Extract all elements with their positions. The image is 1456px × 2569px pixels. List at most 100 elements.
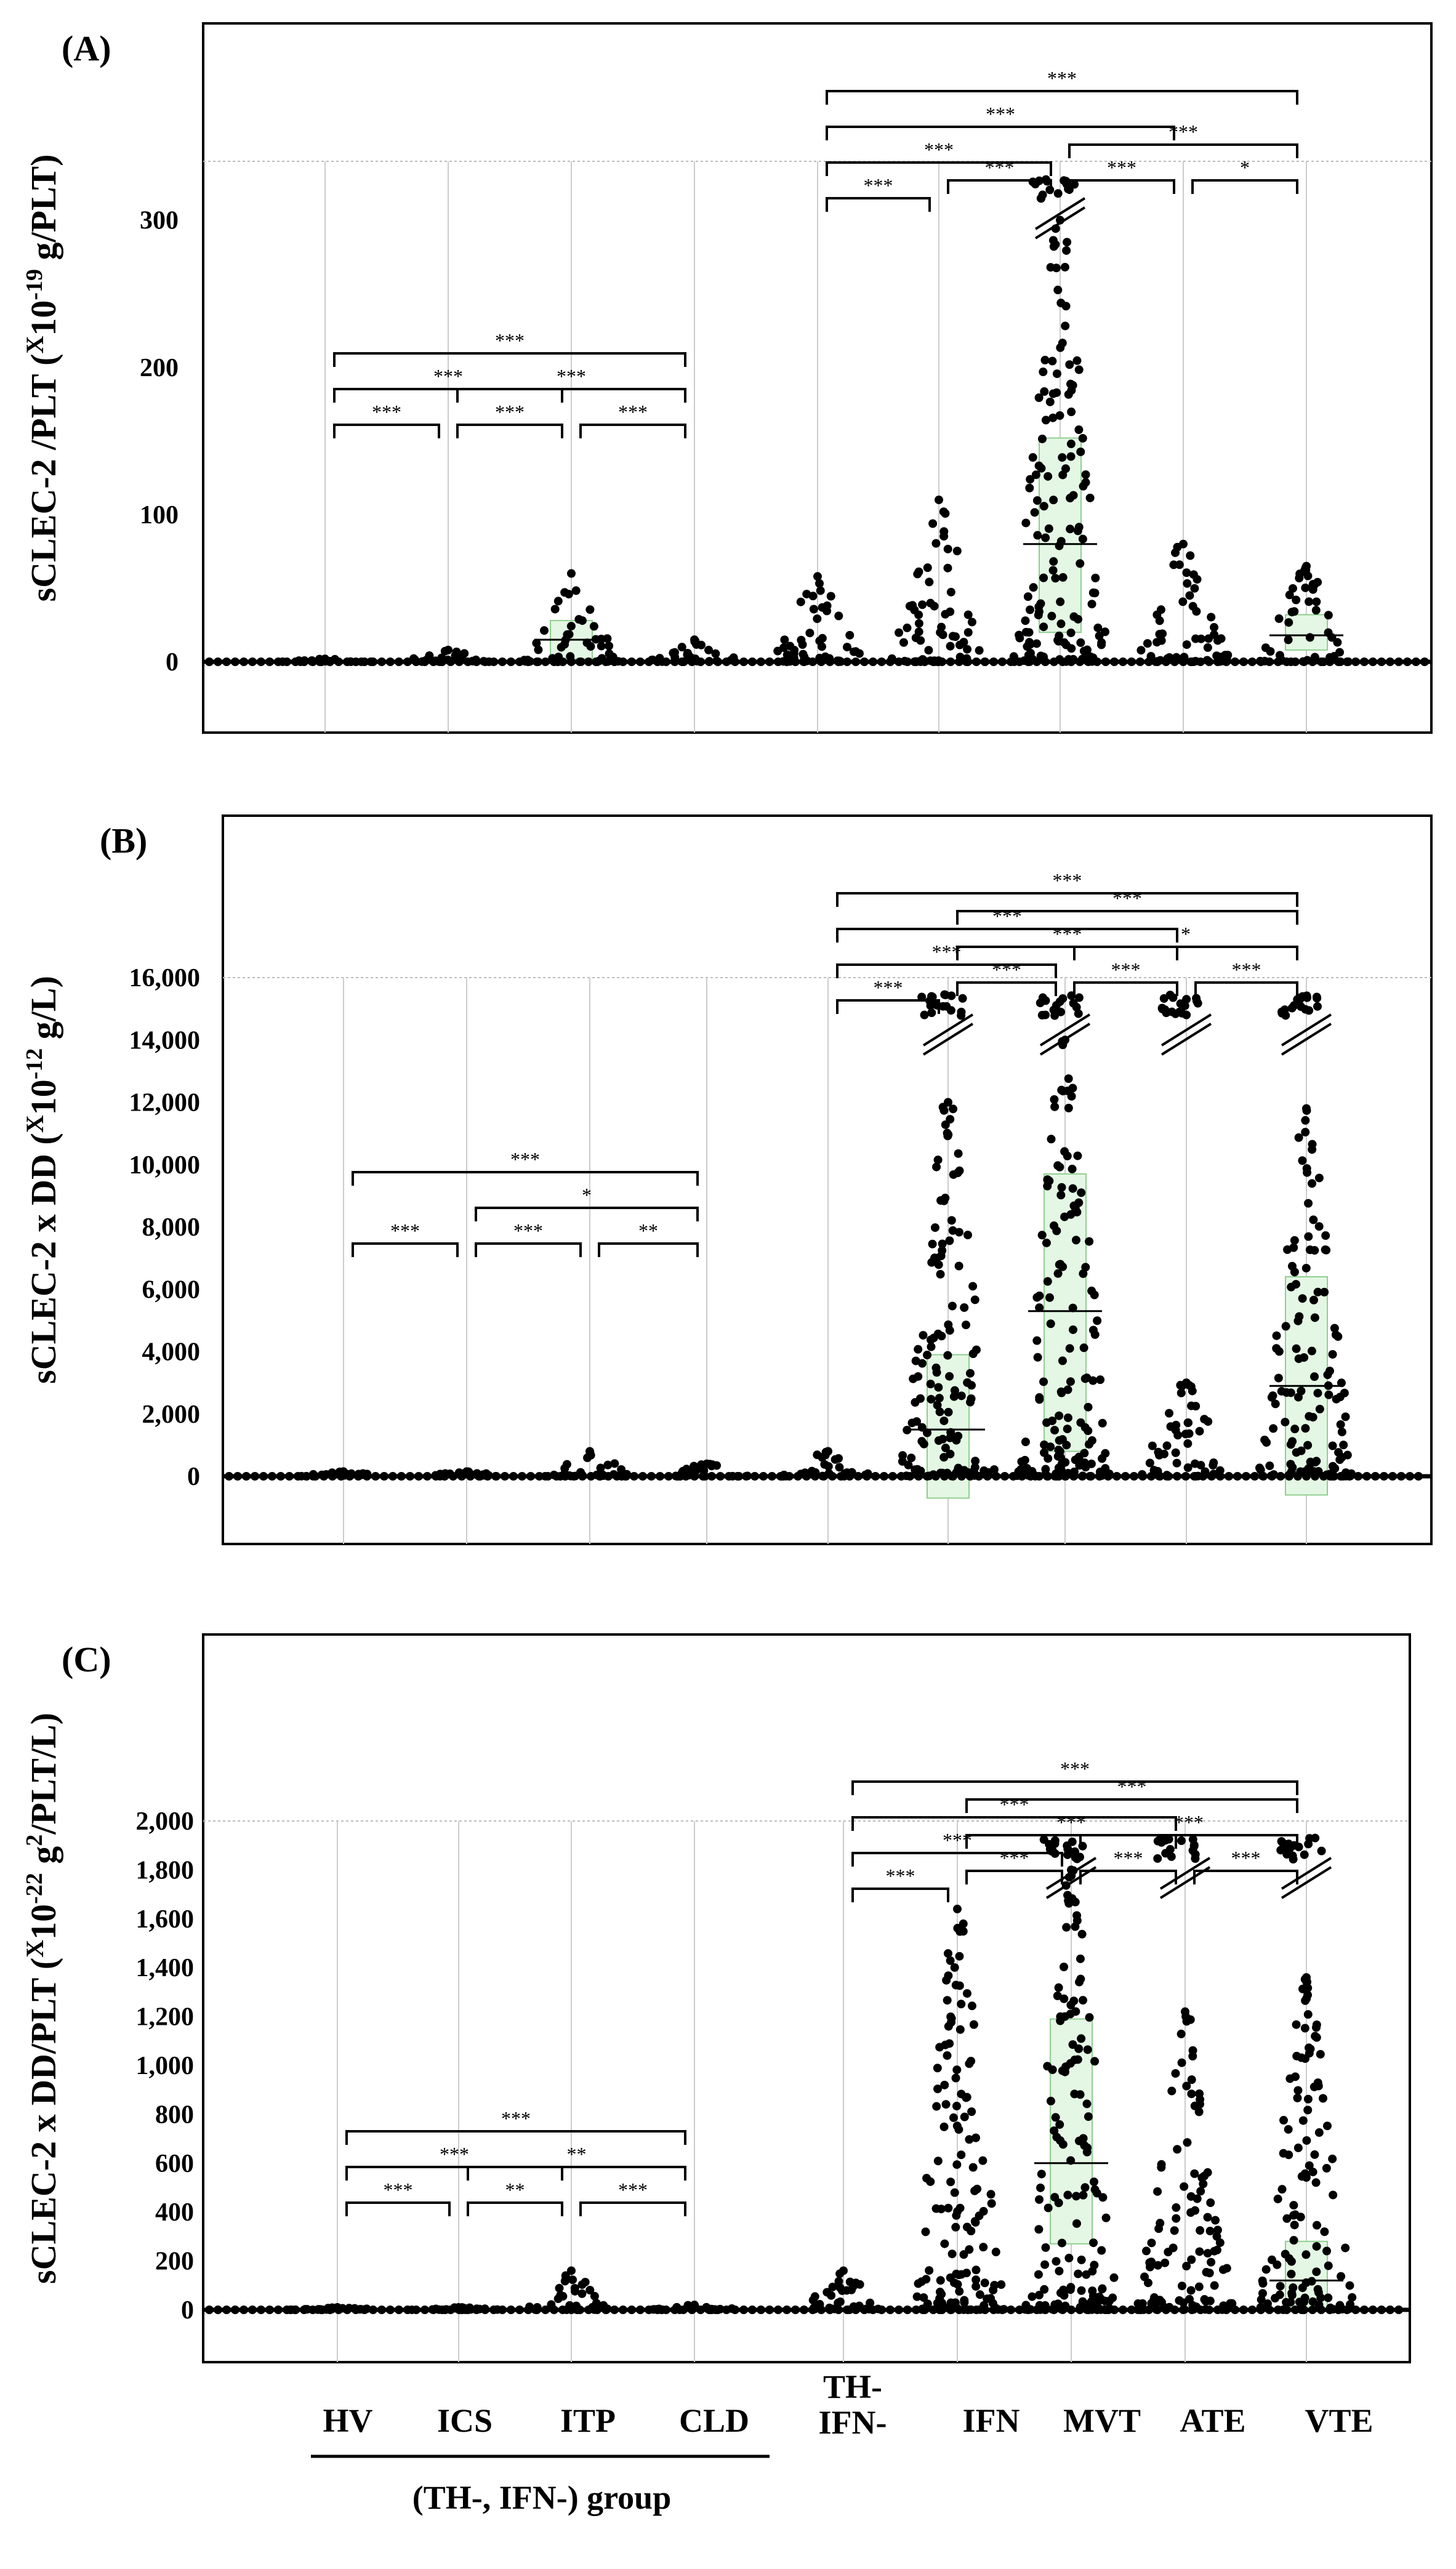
data-point — [1305, 1006, 1314, 1015]
bracket-line — [579, 2201, 686, 2216]
significance-bracket: *** — [1193, 1847, 1298, 1884]
data-point — [678, 1468, 687, 1477]
data-point — [454, 2303, 463, 2312]
data-point — [1085, 2013, 1094, 2022]
data-point — [1193, 575, 1202, 584]
data-point — [805, 629, 814, 638]
data-point — [961, 1321, 970, 1330]
data-point — [440, 1471, 449, 1481]
data-point — [1076, 2090, 1085, 2099]
data-point — [955, 1981, 964, 1990]
data-point — [231, 657, 239, 666]
data-point — [1036, 2183, 1045, 2192]
data-point — [1040, 387, 1049, 396]
x-category-label: VTE — [1305, 2402, 1373, 2439]
data-point — [1277, 1837, 1286, 1846]
bracket-line — [965, 1834, 1177, 1849]
significance-label: *** — [985, 156, 1015, 179]
data-point — [1183, 1439, 1193, 1448]
data-point — [938, 1239, 947, 1248]
significance-bracket: *** — [345, 2143, 563, 2181]
data-point — [1071, 1455, 1080, 1465]
data-point — [299, 657, 308, 666]
data-point — [1293, 2093, 1302, 2102]
data-point — [1301, 1128, 1310, 1137]
data-point — [1311, 606, 1321, 615]
data-point — [925, 577, 934, 587]
axis-break-mark — [1045, 1866, 1097, 1899]
data-point — [936, 2276, 945, 2285]
data-point — [1269, 1470, 1278, 1479]
data-point — [1287, 657, 1296, 666]
data-point — [948, 1226, 957, 1235]
data-point — [239, 657, 248, 666]
data-point — [1065, 360, 1074, 369]
data-point — [491, 1471, 501, 1481]
panel-b: (B) sCLEC-2 x DD (X10-12 g/L) 0 2,000 4,000 6… — [21, 814, 1433, 1545]
bracket-line — [826, 161, 1052, 176]
data-point — [690, 2301, 699, 2310]
data-point — [1036, 599, 1045, 608]
data-point — [1303, 2105, 1313, 2115]
data-point — [1058, 453, 1067, 462]
data-point — [940, 2080, 949, 2089]
data-point — [1362, 1472, 1371, 1481]
data-point — [895, 628, 904, 637]
data-point — [1040, 2285, 1049, 2294]
y-axis-label-base: 10 — [23, 1904, 63, 1940]
data-point — [1207, 613, 1216, 622]
data-point — [1212, 2232, 1221, 2241]
data-point — [1293, 2143, 1303, 2152]
data-point — [1052, 369, 1061, 379]
data-point — [395, 2306, 403, 2314]
data-point — [712, 656, 722, 665]
data-point — [1090, 589, 1100, 598]
axis-break-mark — [1034, 197, 1086, 230]
significance-bracket: *** — [579, 401, 686, 438]
data-point — [1181, 2007, 1189, 2016]
data-point — [1040, 1440, 1049, 1449]
data-point — [321, 654, 329, 664]
data-point — [1184, 1418, 1193, 1428]
data-point — [406, 1472, 414, 1481]
data-point — [1281, 2249, 1290, 2259]
data-point — [957, 2000, 966, 2009]
data-point — [1360, 657, 1369, 666]
data-point — [824, 1447, 832, 1456]
data-point — [726, 656, 736, 665]
data-point — [944, 1130, 953, 1140]
data-point — [1121, 1472, 1130, 1481]
data-point — [989, 657, 998, 666]
data-point — [1371, 1472, 1380, 1481]
data-point — [565, 2301, 574, 2310]
data-point — [1248, 657, 1257, 666]
bracket-line — [956, 981, 1057, 996]
data-point — [683, 2301, 693, 2310]
data-point — [1076, 1954, 1085, 1963]
data-point — [971, 2217, 980, 2227]
y-axis-label-base: 10 — [23, 300, 63, 336]
data-point — [1167, 2086, 1176, 2096]
y-axis-label: sCLEC-2 x DD (X10-12 g/L) — [21, 976, 63, 1384]
data-point — [314, 2305, 323, 2314]
data-point — [603, 634, 612, 643]
data-point — [1171, 1448, 1180, 1457]
data-point — [1397, 1472, 1406, 1481]
data-point — [941, 2040, 950, 2049]
bracket-line — [352, 1242, 459, 1257]
bracket-line — [1073, 981, 1178, 996]
data-point — [1031, 470, 1040, 480]
data-point — [268, 1472, 276, 1481]
data-point — [1058, 573, 1068, 582]
significance-label: *** — [513, 1220, 543, 1242]
data-point — [918, 600, 927, 609]
data-point — [1052, 1226, 1061, 1236]
data-point — [911, 1398, 920, 1407]
data-point — [1290, 1425, 1300, 1434]
data-point — [1197, 2173, 1207, 2182]
data-point — [1085, 1471, 1095, 1481]
data-point — [1087, 657, 1096, 666]
data-point — [1032, 1293, 1042, 1302]
data-point — [952, 2121, 962, 2131]
significance-label: *** — [1111, 959, 1141, 981]
